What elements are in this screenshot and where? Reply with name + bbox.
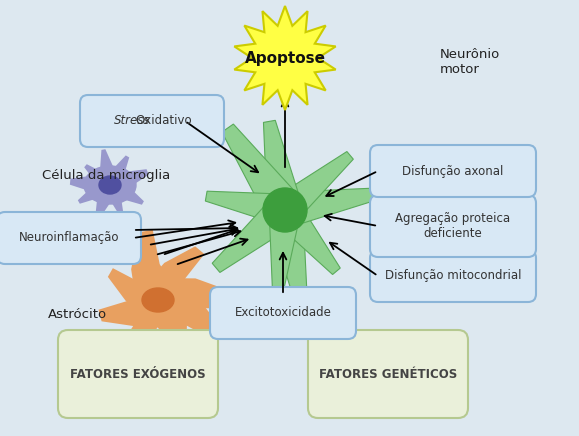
Text: Excitotoxicidade: Excitotoxicidade	[234, 307, 331, 320]
Polygon shape	[282, 188, 384, 228]
Text: FATORES EXÓGENOS: FATORES EXÓGENOS	[70, 368, 206, 381]
Text: Astrócito: Astrócito	[48, 309, 107, 321]
Polygon shape	[212, 196, 296, 272]
Text: Célula da microglia: Célula da microglia	[42, 168, 170, 181]
Polygon shape	[142, 246, 204, 313]
Text: Neuroinflamação: Neuroinflamação	[19, 232, 119, 245]
FancyBboxPatch shape	[0, 212, 141, 264]
Polygon shape	[125, 291, 171, 344]
Text: Neurônio
motor: Neurônio motor	[440, 48, 500, 76]
Text: Disfunção axonal: Disfunção axonal	[402, 164, 504, 177]
Circle shape	[263, 188, 307, 232]
Polygon shape	[84, 164, 107, 185]
Polygon shape	[158, 278, 233, 322]
Polygon shape	[98, 281, 163, 326]
Polygon shape	[116, 169, 149, 192]
Polygon shape	[263, 120, 303, 213]
Polygon shape	[273, 200, 340, 275]
FancyBboxPatch shape	[308, 330, 468, 418]
Polygon shape	[267, 207, 307, 305]
FancyBboxPatch shape	[58, 330, 218, 418]
FancyBboxPatch shape	[370, 145, 536, 197]
Polygon shape	[139, 293, 187, 363]
FancyBboxPatch shape	[370, 195, 536, 257]
Polygon shape	[274, 152, 353, 222]
Polygon shape	[100, 149, 117, 179]
Text: Stress: Stress	[114, 115, 151, 127]
Polygon shape	[206, 191, 288, 226]
Ellipse shape	[99, 176, 121, 194]
Polygon shape	[78, 182, 105, 204]
Ellipse shape	[84, 166, 136, 204]
Polygon shape	[108, 268, 167, 316]
Polygon shape	[108, 155, 129, 182]
Polygon shape	[147, 281, 222, 341]
Polygon shape	[107, 190, 123, 216]
Polygon shape	[131, 230, 179, 304]
Polygon shape	[234, 6, 336, 110]
Polygon shape	[222, 124, 302, 221]
Polygon shape	[95, 189, 115, 219]
Polygon shape	[70, 174, 101, 194]
Ellipse shape	[142, 288, 174, 312]
Text: Disfunção mitocondrial: Disfunção mitocondrial	[385, 269, 521, 283]
Text: Agregação proteica
deficiente: Agregação proteica deficiente	[395, 212, 511, 240]
FancyBboxPatch shape	[370, 250, 536, 302]
FancyBboxPatch shape	[80, 95, 224, 147]
Text: FATORES GENÉTICOS: FATORES GENÉTICOS	[319, 368, 457, 381]
Text: Apoptose: Apoptose	[244, 51, 325, 65]
FancyBboxPatch shape	[210, 287, 356, 339]
Text: Oxidativo: Oxidativo	[135, 115, 192, 127]
Polygon shape	[114, 181, 144, 205]
Polygon shape	[269, 208, 301, 295]
